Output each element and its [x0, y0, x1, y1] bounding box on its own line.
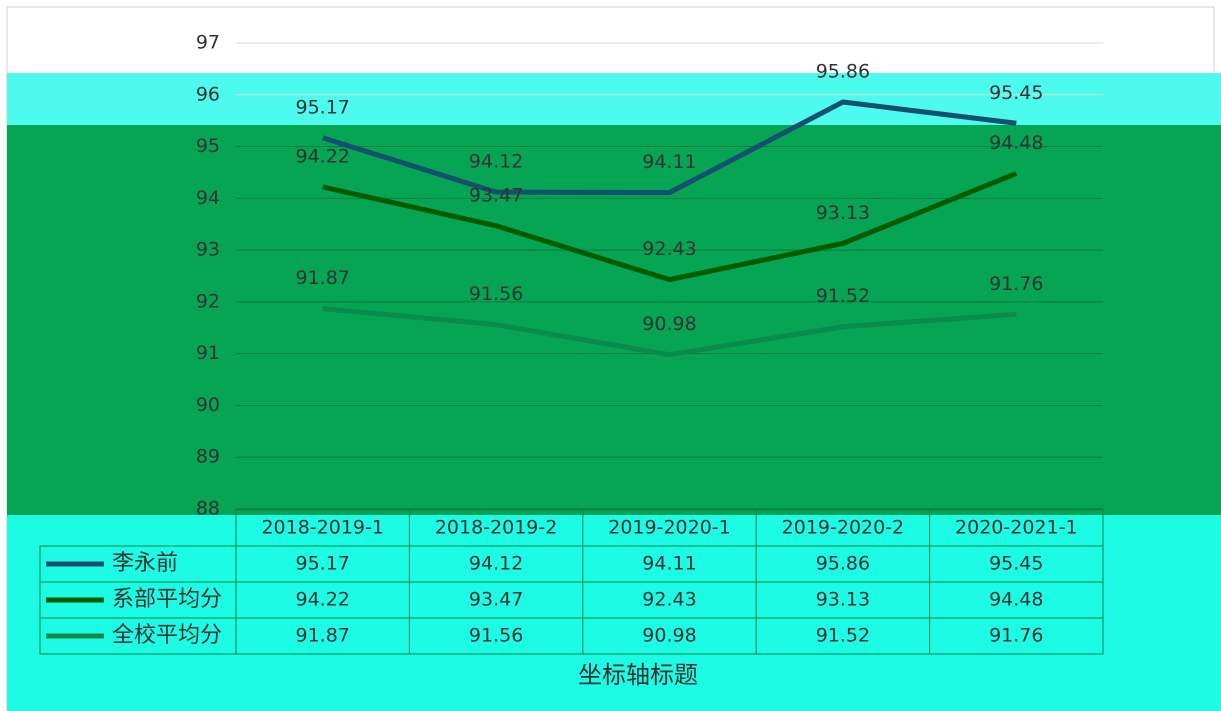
x-tick-label: 2019-2020-1: [608, 517, 731, 539]
y-tick-label: 93: [196, 239, 220, 261]
data-label: 94.22: [295, 145, 349, 167]
data-label: 91.52: [816, 285, 870, 307]
data-label: 95.45: [989, 82, 1043, 104]
y-tick-label: 92: [196, 290, 220, 312]
data-label: 91.76: [989, 273, 1043, 295]
table-value: 94.11: [642, 553, 696, 575]
data-label: 91.56: [469, 283, 523, 305]
legend-label: 李永前: [112, 551, 178, 576]
table-value: 94.12: [469, 553, 523, 575]
table-value: 94.48: [989, 589, 1043, 611]
series-line: [322, 171, 1018, 283]
data-label: 95.17: [295, 96, 349, 118]
plot-background: [7, 125, 1221, 525]
legend-label: 系部平均分: [112, 587, 222, 612]
data-label: 90.98: [642, 313, 696, 335]
table-value: 91.87: [295, 625, 349, 647]
table-value: 95.45: [989, 553, 1043, 575]
table-value: 91.56: [469, 625, 523, 647]
data-label: 94.48: [989, 132, 1043, 154]
y-tick-label: 95: [196, 135, 220, 157]
data-label: 92.43: [642, 238, 696, 260]
table-background: [7, 515, 1221, 711]
table-value: 91.52: [816, 625, 870, 647]
table-value: 95.86: [816, 553, 870, 575]
data-label: 93.47: [469, 184, 523, 206]
table-value: 93.47: [469, 589, 523, 611]
y-tick-label: 91: [196, 342, 220, 364]
y-tick-label: 88: [196, 498, 220, 520]
table-value: 95.17: [295, 553, 349, 575]
table-value: 91.76: [989, 625, 1043, 647]
table-value: 92.43: [642, 589, 696, 611]
data-label: 91.87: [295, 267, 349, 289]
legend-label: 全校平均分: [112, 623, 222, 648]
overlay-band: [7, 73, 1221, 125]
data-label: 95.86: [816, 61, 870, 83]
x-tick-label: 2020-2021-1: [955, 517, 1078, 539]
table-value: 90.98: [642, 625, 696, 647]
x-tick-label: 2018-2019-1: [261, 517, 384, 539]
x-tick-label: 2018-2019-2: [435, 517, 558, 539]
x-axis-title: 坐标轴标题: [578, 661, 698, 689]
data-label: 93.13: [816, 202, 870, 224]
data-label: 94.11: [642, 151, 696, 173]
x-tick-label: 2019-2020-2: [782, 517, 905, 539]
table-row: [39, 617, 1104, 655]
y-tick-label: 97: [196, 32, 220, 54]
table-value: 93.13: [816, 589, 870, 611]
y-tick-label: 90: [196, 394, 220, 416]
series-line: [322, 306, 1017, 358]
table-value: 94.22: [295, 589, 349, 611]
y-tick-label: 96: [196, 83, 220, 105]
y-tick-label: 89: [196, 446, 220, 468]
y-tick-label: 94: [196, 187, 220, 209]
series-line: [321, 99, 1017, 196]
data-label: 94.12: [469, 151, 523, 173]
